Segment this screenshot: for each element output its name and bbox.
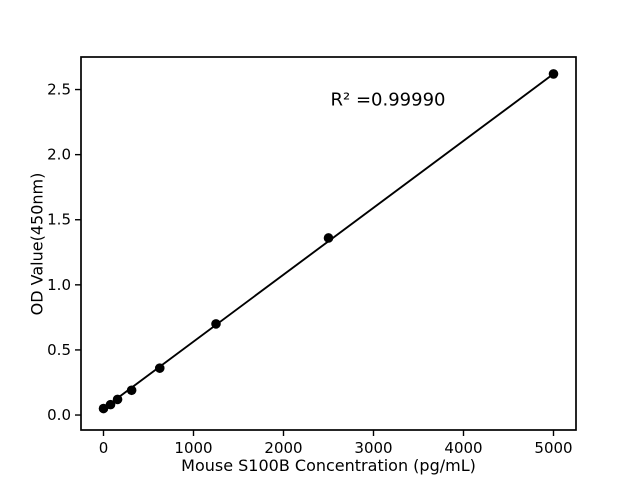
x-tick-label: 0 — [99, 439, 109, 457]
x-tick-label: 1000 — [174, 439, 212, 457]
data-point — [105, 399, 116, 410]
x-axis-label: Mouse S100B Concentration (pg/mL) — [181, 456, 476, 475]
y-tick-label: 2.5 — [47, 81, 71, 99]
y-tick-label: 0.0 — [47, 406, 71, 424]
x-tick-label: 3000 — [354, 439, 392, 457]
y-tick-label: 1.0 — [47, 276, 71, 294]
data-point — [112, 394, 123, 405]
data-point — [98, 403, 109, 414]
r-squared-annotation: R² =0.99990 — [330, 89, 446, 111]
x-tick-label: 5000 — [534, 439, 572, 457]
y-tick-label: 0.5 — [47, 341, 71, 359]
y-axis-label: OD Value(450nm) — [27, 172, 47, 316]
data-point — [154, 363, 165, 373]
data-point — [548, 69, 559, 79]
y-tick-label: 1.5 — [47, 211, 71, 229]
data-point — [126, 385, 137, 396]
x-tick-label: 2000 — [264, 439, 302, 457]
x-tick-label: 4000 — [444, 439, 482, 457]
data-point — [323, 233, 334, 243]
data-point — [211, 319, 221, 329]
y-tick-label: 2.0 — [47, 146, 71, 164]
